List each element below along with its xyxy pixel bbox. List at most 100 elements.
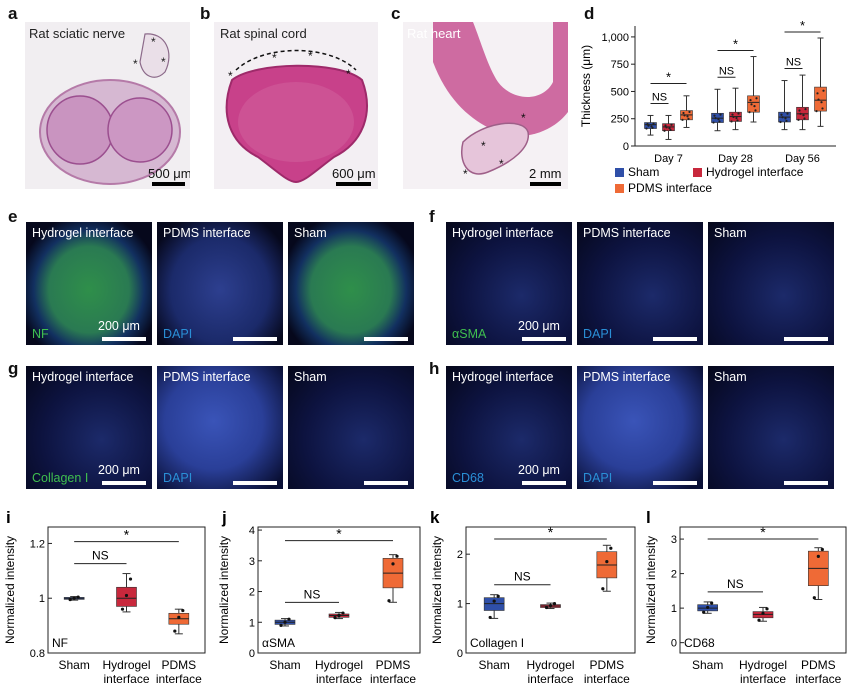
j-stain-label: αSMA: [262, 636, 295, 650]
k-x-tick-label-2: interface: [584, 672, 630, 686]
sciatic-nerve-image: * * *: [39, 33, 181, 185]
j-y-tick-label: 3: [249, 556, 255, 568]
panel-letter-b: b: [200, 4, 211, 23]
k-point: [548, 603, 553, 608]
d-point: [683, 114, 686, 117]
d-point: [815, 109, 818, 113]
l-point: [757, 618, 761, 622]
d-point: [652, 122, 655, 125]
panel-a-title: Rat sciatic nerve: [29, 26, 126, 41]
l-point: [706, 605, 710, 610]
j-point: [387, 599, 391, 603]
k-ns-label: NS: [514, 570, 531, 584]
panel-letter-i: i: [6, 508, 11, 527]
fluor-scale-bar: [653, 337, 697, 341]
fluor-dapi-g: DAPI: [163, 471, 193, 485]
fluor-scale-bar: [364, 337, 408, 341]
fluor-stain-e: NF: [32, 327, 49, 341]
fluor-scale-bar: [653, 481, 697, 485]
fluor-dapi-f: DAPI: [583, 327, 613, 341]
l-x-tick-label: Sham: [692, 658, 723, 672]
k-point: [544, 605, 549, 610]
d-point: [786, 112, 789, 115]
d-point: [820, 101, 823, 104]
d-point: [668, 127, 671, 130]
d-point: [737, 112, 740, 115]
j-x-tick-label-2: interface: [370, 672, 416, 686]
svg-text:*: *: [133, 57, 138, 71]
d-point: [650, 125, 653, 128]
fluor-image-h-3: Sham: [708, 366, 834, 489]
svg-text:*: *: [308, 49, 313, 63]
panel-a-scale-label: 500 μm: [148, 166, 190, 181]
l-point: [761, 611, 765, 615]
k-x-tick-label: PDMS: [589, 658, 624, 672]
fluor-scale-label-e: 200 μm: [98, 319, 140, 333]
d-point: [732, 115, 735, 119]
d-point: [718, 120, 721, 123]
d-point: [779, 120, 782, 124]
fluor-image-e-1: Hydrogel interface NF 200 μm: [26, 222, 152, 345]
fluor-scale-bar: [364, 481, 408, 485]
svg-text:*: *: [272, 51, 277, 65]
l-point: [710, 601, 714, 605]
d-point: [821, 107, 824, 110]
d-point: [754, 109, 757, 112]
fluor-scale-bar: [784, 481, 828, 485]
d-y-tick-label: 750: [611, 59, 629, 71]
d-legend-label: Hydrogel interface: [706, 165, 804, 179]
i-star-label: *: [124, 527, 130, 543]
fluor-image-h-2: PDMS interface DAPI: [577, 366, 703, 489]
d-star-label: *: [666, 69, 671, 84]
fluor-label-g-2: PDMS interface: [163, 370, 251, 384]
svg-text:*: *: [521, 111, 526, 125]
j-point: [337, 613, 341, 618]
k-point: [609, 546, 613, 550]
l-frame: [679, 526, 847, 654]
d-point: [802, 114, 805, 117]
fluor-label-e-3: Sham: [294, 226, 327, 240]
d-point: [714, 116, 717, 120]
d-ns-label: NS: [652, 91, 667, 103]
d-legend-label: Sham: [628, 165, 659, 179]
l-y-tick-label: 1: [671, 603, 677, 615]
i-x-tick-label: PDMS: [161, 658, 196, 672]
i-x-tick-label-2: interface: [103, 672, 149, 686]
d-point: [753, 105, 756, 108]
fluor-scale-label-h: 200 μm: [518, 463, 560, 477]
d-x-tick-label: Day 7: [654, 153, 683, 165]
d-point: [686, 115, 689, 118]
j-point: [287, 617, 291, 621]
j-x-tick-label: Sham: [269, 658, 300, 672]
photo-sciatic-nerve: * * * Rat sciatic nerve 500 μm: [25, 22, 190, 189]
fluor-image-h-1: Hydrogel interface CD68 200 μm: [446, 366, 572, 489]
d-box: [814, 86, 827, 112]
fluor-image-f-2: PDMS interface DAPI: [577, 222, 703, 345]
i-y-tick-label: 1.2: [30, 538, 45, 550]
fluor-label-f-2: PDMS interface: [583, 226, 671, 240]
panel-b-scale-bar: [336, 182, 371, 186]
i-x-tick-label-2: interface: [156, 672, 202, 686]
d-point: [669, 128, 672, 132]
fluor-image-f-3: Sham: [708, 222, 834, 345]
l-y-tick-label: 3: [671, 534, 677, 546]
fluor-label-h-1: Hydrogel interface: [452, 370, 554, 384]
panel-c-scale-bar: [530, 182, 561, 186]
i-point: [68, 597, 72, 602]
j-point: [279, 623, 283, 627]
k-y-tick-label: 1: [457, 599, 463, 611]
k-point: [552, 601, 557, 606]
k-x-tick-label: Sham: [478, 658, 509, 672]
d-point: [646, 123, 649, 126]
d-legend-swatch: [615, 184, 624, 193]
d-point: [797, 118, 800, 121]
photo-spinal-cord: * * * * Rat spinal cord 600 μm: [214, 22, 378, 189]
d-point: [719, 113, 722, 116]
panel-b-title: Rat spinal cord: [220, 26, 307, 41]
d-point: [670, 123, 673, 126]
j-star-label: *: [336, 526, 342, 542]
k-stain-label: Collagen I: [470, 636, 524, 650]
panel-c-scale-label: 2 mm: [529, 166, 562, 181]
d-point: [799, 112, 802, 115]
